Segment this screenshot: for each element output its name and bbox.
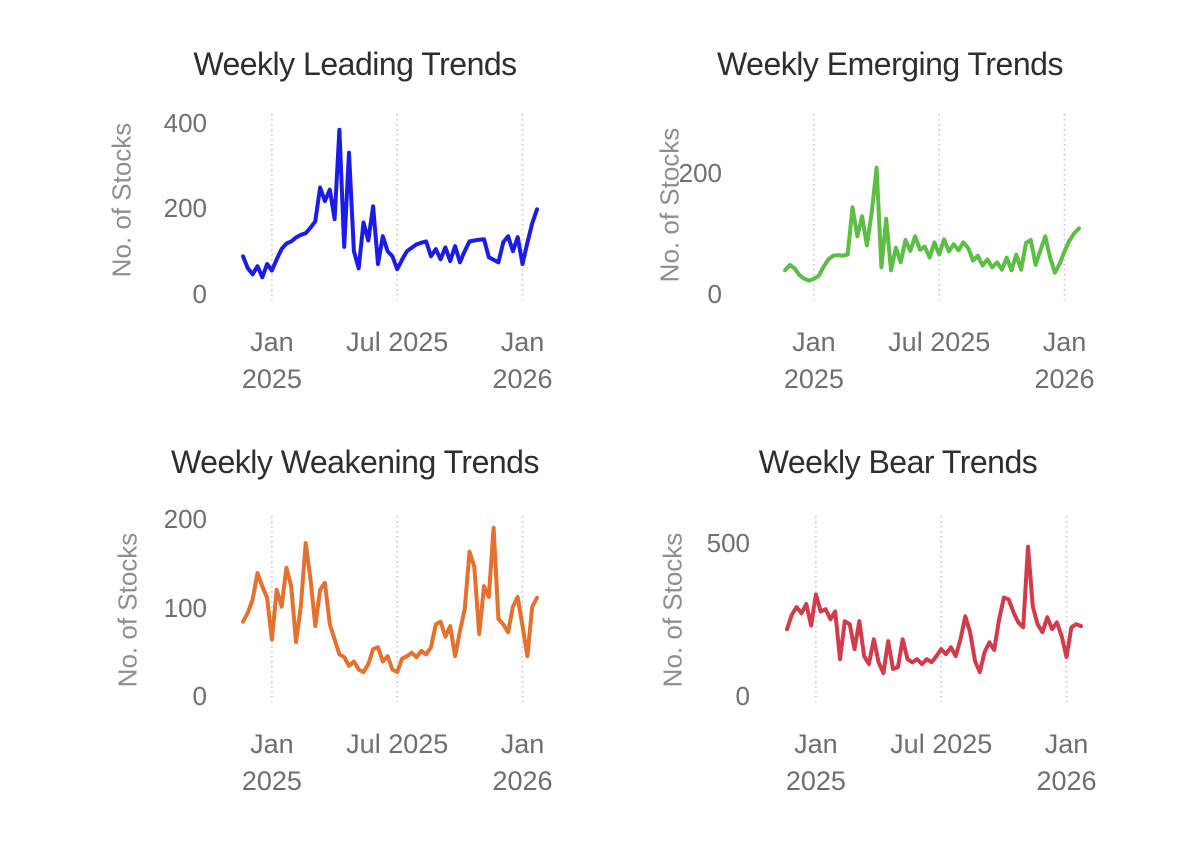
plot-area — [783, 114, 1081, 300]
y-axis-tick-label: 0 — [192, 681, 207, 711]
x-axis-tick-label: Jan 2025 — [242, 726, 302, 800]
y-axis-tick-label: 0 — [707, 279, 722, 309]
y-axis-tick-label: 400 — [163, 107, 207, 138]
x-axis-tick-label: Jul 2025 — [888, 324, 990, 361]
chart-panel-bear: Weekly Bear Trends No. of Stocks 0 500 Jan 20… — [600, 432, 1200, 864]
x-axis-tick-label: Jan 2025 — [784, 324, 844, 398]
x-tick-line2: 2025 — [241, 364, 302, 394]
x-axis-tick-label: Jan 2025 — [242, 324, 302, 398]
trend-line — [241, 127, 539, 280]
chart-panel-leading: Weekly Leading Trends No. of Stocks 0 200 40… — [0, 0, 600, 432]
chart-title: Weekly Bear Trends — [758, 444, 1038, 480]
y-axis-tick-label: 500 — [706, 527, 750, 558]
x-tick-line1: Jan — [250, 729, 294, 759]
x-tick-line2: 2026 — [1036, 766, 1097, 796]
x-axis-tick-label: Jul 2025 — [890, 726, 992, 763]
chart-title: Weekly Weakening Trends — [171, 444, 539, 480]
x-axis-tick-label: Jan 2026 — [492, 726, 552, 800]
chart-title: Weekly Emerging Trends — [717, 46, 1063, 82]
x-tick-line1: Jan — [250, 327, 294, 357]
x-tick-line1: Jan — [1044, 729, 1089, 759]
x-tick-line1: Jan — [794, 729, 838, 759]
chart-title: Weekly Leading Trends — [193, 46, 517, 82]
chart-panel-emerging: Weekly Emerging Trends No. of Stocks 0 200 J… — [600, 0, 1200, 432]
x-tick-line2: 2025 — [785, 766, 846, 796]
x-tick-line2: 2026 — [492, 364, 553, 394]
y-axis-tick-label: 0 — [192, 279, 207, 309]
x-tick-line1: Jul 2025 — [888, 327, 991, 357]
y-axis-tick-label: 200 — [678, 157, 722, 188]
x-tick-line1: Jul 2025 — [890, 729, 993, 759]
x-axis-tick-label: Jul 2025 — [346, 324, 448, 361]
trend-line — [241, 525, 539, 675]
chart-panel-weakening: Weekly Weakening Trends No. of Stocks 0 100… — [0, 432, 600, 864]
x-tick-line1: Jan — [792, 327, 836, 357]
y-axis-title: No. of Stocks — [654, 127, 685, 283]
x-axis-tick-label: Jan 2026 — [492, 324, 552, 398]
x-tick-line1: Jan — [500, 729, 545, 759]
y-axis-tick-label: 200 — [163, 504, 207, 535]
plot-area — [241, 516, 539, 702]
trend-line — [783, 165, 1081, 283]
x-tick-line1: Jan — [500, 327, 545, 357]
x-axis-tick-label: Jan 2026 — [1036, 726, 1096, 800]
x-axis-tick-label: Jul 2025 — [346, 726, 448, 763]
y-axis-title: No. of Stocks — [657, 532, 688, 688]
y-axis-tick-label: 100 — [163, 592, 207, 623]
x-tick-line2: 2026 — [492, 766, 553, 796]
plot-area — [241, 114, 539, 300]
x-tick-line2: 2025 — [783, 364, 844, 394]
x-axis-tick-label: Jan 2025 — [786, 726, 846, 800]
x-tick-line1: Jan — [1042, 327, 1087, 357]
trend-line — [785, 544, 1083, 675]
x-tick-line1: Jul 2025 — [346, 327, 449, 357]
x-tick-line2: 2025 — [241, 766, 302, 796]
y-axis-tick-label: 200 — [163, 193, 207, 224]
x-axis-tick-label: Jan 2026 — [1034, 324, 1094, 398]
x-tick-line1: Jul 2025 — [346, 729, 449, 759]
plot-area — [785, 516, 1083, 702]
y-axis-tick-label: 0 — [735, 681, 750, 711]
x-tick-line2: 2026 — [1034, 364, 1095, 394]
